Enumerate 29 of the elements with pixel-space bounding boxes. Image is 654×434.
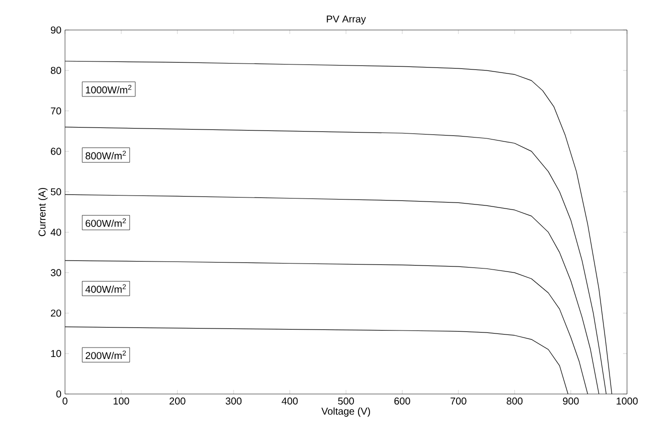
x-axis-title: Voltage (V) — [321, 407, 370, 417]
text: 800W/m$^{2}$ — [86, 150, 126, 160]
y-tick-label: 10 — [51, 350, 62, 358]
y-tick-label: 70 — [50, 107, 62, 114]
x-tick-label: 600 — [394, 398, 410, 405]
y-tick-label: 80 — [50, 66, 62, 74]
text: 600W/m$^{2}$ — [86, 218, 126, 227]
x-tick-label: 800 — [506, 398, 523, 405]
y-tick-label: 90 — [50, 26, 62, 34]
x-tick-label: 200 — [170, 398, 186, 405]
x-tick-label: 700 — [450, 398, 466, 405]
y-axis-title: Current (A) — [38, 188, 48, 236]
x-tick-label: 500 — [338, 398, 354, 405]
x-tick-label: 1000 — [616, 398, 638, 405]
text: 400W/m$^{2}$ — [85, 284, 126, 293]
y-tick-label: 60 — [50, 148, 62, 155]
text: 200W/m$^{2}$ — [86, 350, 126, 360]
y-tick-label: 50 — [50, 188, 62, 196]
y-tick-label: 30 — [50, 269, 62, 276]
x-tick-label: 900 — [562, 398, 579, 405]
text: 1000W/m$^{2}$ — [86, 84, 132, 94]
x-tick-label: 400 — [282, 398, 298, 405]
y-tick-label: 20 — [50, 310, 62, 317]
y-tick-label: 0 — [56, 390, 62, 398]
x-tick-label: 300 — [226, 398, 242, 405]
chart-title: PV Array — [326, 16, 366, 24]
x-tick-label: 0 — [62, 398, 68, 405]
y-tick-label: 40 — [50, 228, 62, 236]
x-tick-label: 100 — [114, 398, 130, 405]
